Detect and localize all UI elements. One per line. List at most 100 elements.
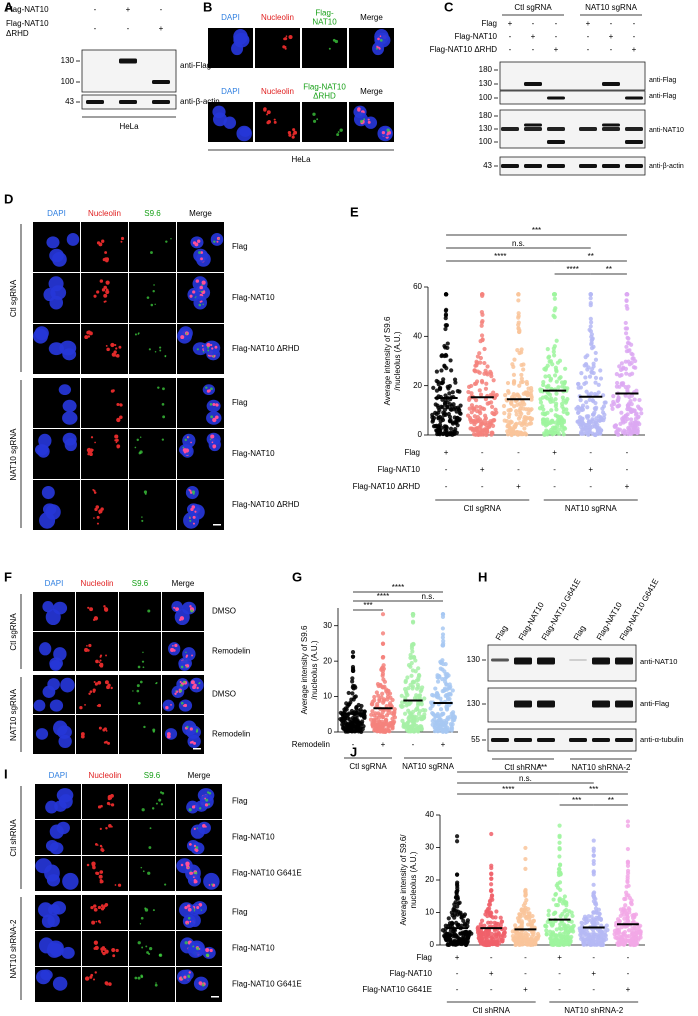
dot-cloud-point — [598, 368, 602, 372]
dot-cloud-point — [455, 889, 459, 893]
nucleolus-signal — [103, 286, 107, 290]
dot-cloud-point — [404, 690, 408, 694]
nucleus — [63, 400, 77, 412]
dot-cloud-point — [630, 352, 634, 356]
band — [602, 82, 620, 86]
dot-cloud-point — [597, 390, 601, 394]
micrograph — [81, 480, 128, 530]
dot-cloud-point — [348, 729, 352, 733]
dot-cloud-point — [350, 691, 354, 695]
green-signal — [141, 867, 143, 869]
nucleolus-signal — [93, 904, 96, 907]
green-signal — [152, 290, 154, 292]
dot-cloud-point — [465, 936, 469, 940]
row-label: Remodelin — [212, 647, 250, 656]
green-signal — [148, 846, 151, 849]
dot-cloud-point — [536, 935, 540, 939]
nucleus — [193, 249, 208, 262]
dot-cloud-point — [441, 712, 445, 716]
dot-cloud-point — [369, 718, 373, 722]
dot-cloud-point — [408, 665, 412, 669]
cell-line-label: HeLa — [119, 122, 139, 131]
nucleolus-signal — [110, 798, 112, 800]
mw-label: 43 — [65, 97, 74, 106]
dot-cloud-point — [485, 364, 489, 368]
nucleolus-signal — [95, 971, 97, 973]
dot-cloud-point — [435, 389, 439, 393]
nucleus — [53, 977, 67, 991]
dot-cloud-point — [503, 393, 507, 397]
mw-label: 130 — [479, 124, 493, 133]
nucleolus-signal — [86, 645, 88, 647]
dot-cloud-point — [579, 431, 583, 435]
green-signal — [157, 386, 159, 388]
y-tick-label: 10 — [323, 692, 332, 701]
channel-label: S9.6 — [144, 209, 161, 218]
green-signal — [153, 909, 155, 911]
condition-mark: - — [633, 19, 636, 28]
dot-cloud-point — [458, 404, 462, 408]
dot-cloud-point — [553, 938, 557, 942]
nucleolus-signal — [107, 802, 110, 805]
nucleolus-signal — [100, 507, 103, 510]
band — [514, 658, 532, 665]
dot-cloud-point — [566, 930, 570, 934]
green-signal — [165, 240, 167, 242]
dot-cloud-point — [442, 354, 446, 358]
dot-cloud-point — [445, 323, 449, 327]
dot-cloud-point — [455, 882, 459, 886]
dot-cloud-point — [502, 404, 506, 408]
dot-cloud-point — [525, 380, 529, 384]
nucleolus-signal — [202, 824, 206, 828]
y-tick-label: 0 — [328, 727, 333, 736]
dot-cloud-point — [519, 373, 523, 377]
green-signal — [135, 333, 137, 335]
dot-cloud-point — [444, 292, 448, 296]
green-signal — [149, 348, 151, 350]
nucleolus-signal — [194, 828, 196, 830]
nucleolus-signal — [93, 619, 95, 621]
dot-cloud-point — [521, 380, 525, 384]
dot-cloud-point — [476, 928, 480, 932]
dot-cloud-point — [445, 936, 449, 940]
dot-cloud-point — [489, 921, 493, 925]
dot-cloud-point — [635, 428, 639, 432]
dot-cloud-point — [523, 906, 527, 910]
dot-cloud-point — [522, 911, 526, 915]
green-signal — [141, 976, 144, 979]
dot-cloud-point — [585, 405, 589, 409]
nucleus — [53, 721, 68, 736]
significance-label: ** — [608, 796, 614, 805]
nucleus — [47, 874, 60, 886]
green-signal — [141, 520, 143, 522]
dot-cloud-point — [584, 400, 588, 404]
channel-label: Nucleolin — [89, 771, 122, 780]
dot-cloud-point — [516, 433, 520, 437]
nucleolus-signal — [380, 35, 382, 37]
group-label: NAT10 sgRNA — [402, 762, 455, 771]
dot-cloud-point — [594, 906, 598, 910]
dot-cloud-point — [495, 393, 499, 397]
dot-cloud-point — [555, 927, 559, 931]
dot-cloud-point — [592, 870, 596, 874]
nucleus — [177, 329, 192, 344]
dot-cloud-point — [591, 336, 595, 340]
nucleolus-signal — [377, 38, 380, 41]
channel-label: Merge — [360, 13, 383, 22]
dot-cloud-point — [602, 416, 606, 420]
nucleolus-signal — [185, 448, 189, 452]
green-signal — [141, 516, 142, 517]
dot-cloud-point — [420, 685, 424, 689]
dot-cloud-point — [590, 332, 594, 336]
dot-cloud-point — [556, 361, 560, 365]
micrograph — [81, 378, 128, 428]
y-tick-label: 20 — [323, 656, 332, 665]
green-signal — [202, 984, 205, 987]
dot-cloud-point — [625, 326, 629, 330]
dot-cloud-point — [490, 405, 494, 409]
channel-label: S9.6 — [132, 579, 149, 588]
row-label: Flag-NAT10 — [232, 293, 275, 302]
dot-cloud-point — [579, 398, 583, 402]
condition-mark: - — [532, 19, 535, 28]
dot-cloud-point — [544, 368, 548, 372]
